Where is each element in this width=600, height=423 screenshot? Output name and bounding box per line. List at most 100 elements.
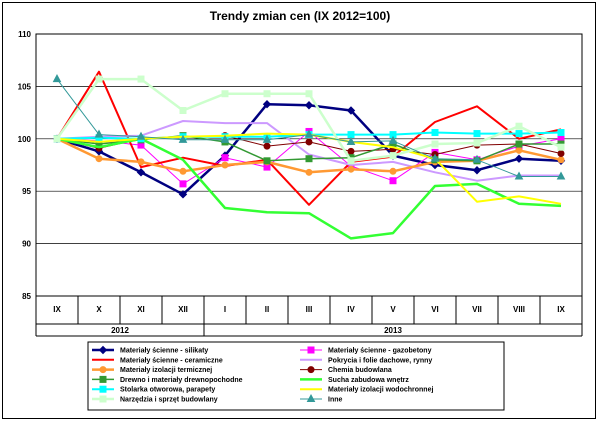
- data-point: [430, 153, 440, 162]
- y-tick-label: 85: [22, 292, 31, 301]
- series-3: [56, 70, 562, 206]
- data-point: [305, 155, 313, 163]
- data-point: [221, 90, 229, 98]
- legend-label: Materiały izolacji wodochronnej: [328, 387, 433, 394]
- chart-title: Trendy zmian cen (IX 2012=100): [210, 9, 390, 23]
- data-point: [305, 138, 313, 146]
- data-point: [389, 152, 397, 160]
- data-point: [262, 100, 272, 109]
- x-tick-label: XI: [137, 305, 145, 314]
- data-point: [472, 154, 482, 163]
- legend-label: Sucha zabudowa wnętrz: [328, 377, 409, 384]
- data-point: [557, 129, 565, 137]
- data-point: [262, 134, 272, 143]
- series-12: [52, 74, 566, 180]
- data-point: [556, 171, 566, 180]
- data-point: [515, 146, 523, 154]
- x-tick-label: IV: [347, 305, 355, 314]
- data-point: [221, 161, 229, 169]
- data-point: [388, 135, 398, 144]
- legend-swatch-marker: [307, 366, 315, 374]
- data-point: [94, 129, 104, 138]
- data-point: [305, 90, 313, 98]
- legend-swatch-marker: [99, 366, 107, 374]
- data-point: [95, 155, 103, 163]
- legend-swatch-marker: [99, 385, 107, 393]
- x-tick-label: V: [390, 305, 396, 314]
- data-point: [263, 142, 271, 150]
- data-point: [178, 134, 188, 143]
- legend-label: Stolarka otworowa, parapety: [120, 387, 215, 394]
- legend-label: Chemia budowlana: [328, 367, 392, 374]
- data-point: [304, 129, 314, 138]
- data-point: [347, 147, 355, 155]
- x-tick-label: IX: [557, 305, 565, 314]
- legend-label: Narzędzia i sprzęt budowlany: [120, 397, 218, 404]
- data-point: [179, 107, 187, 115]
- legend-item: Inne: [300, 393, 342, 404]
- x-tick-label: VIII: [513, 305, 525, 314]
- legend-label: Materiały izolacji termicznej: [120, 367, 212, 374]
- legend-item: Materiały ścienne - gazobetony: [300, 346, 432, 355]
- legend-swatch-marker: [99, 395, 107, 403]
- legend-swatch-marker: [307, 346, 315, 354]
- legend-swatch-marker: [98, 345, 108, 355]
- data-point: [515, 130, 523, 138]
- series-line: [56, 70, 562, 206]
- legend-item: Materiały ścienne - silikaty: [92, 345, 208, 355]
- y-tick-label: 110: [18, 30, 31, 39]
- data-point: [220, 134, 230, 143]
- data-point: [473, 130, 481, 138]
- x-tick-label: IX: [53, 305, 61, 314]
- data-point: [178, 190, 188, 199]
- x-tick-label: III: [306, 305, 313, 314]
- legend-item: Stolarka otworowa, parapety: [92, 385, 215, 394]
- x-tick-label: VI: [431, 305, 439, 314]
- data-point: [515, 140, 523, 148]
- legend-label: Materiały ścienne - silikaty: [120, 348, 208, 355]
- legend-label: Materiały ścienne - ceramiczne: [120, 357, 223, 364]
- data-point: [557, 156, 565, 164]
- legend-label: Inne: [328, 397, 342, 404]
- data-point: [389, 177, 397, 185]
- data-point: [557, 149, 565, 157]
- data-point: [346, 106, 356, 115]
- data-point: [263, 90, 271, 98]
- data-point: [347, 157, 355, 165]
- legend-label: Pokrycia i folie dachowe, rynny: [328, 357, 432, 364]
- legend-item: Materiały izolacji termicznej: [92, 366, 212, 374]
- legend-item: Drewno i materiały drewnopochodne: [92, 375, 243, 384]
- data-point: [221, 154, 229, 162]
- legend-item: Chemia budowlana: [300, 366, 392, 374]
- y-tick-label: 105: [18, 82, 32, 91]
- data-point: [557, 143, 565, 151]
- data-point: [514, 154, 524, 163]
- legend-swatch-marker: [99, 375, 107, 383]
- series-1: [52, 100, 566, 199]
- legend-item: Sucha zabudowa wnętrz: [300, 377, 409, 384]
- year-label: 2013: [384, 326, 402, 335]
- data-point: [137, 158, 145, 166]
- x-tick-label: II: [265, 305, 269, 314]
- data-point: [179, 167, 187, 175]
- data-point: [347, 165, 355, 173]
- data-point: [473, 139, 481, 147]
- data-point: [346, 136, 356, 145]
- legend-swatch-marker: [306, 393, 316, 402]
- legend: Materiały ścienne - silikaty Materiały śc…: [87, 341, 505, 411]
- y-tick-label: 100: [18, 135, 32, 144]
- data-point: [179, 180, 187, 188]
- data-point: [514, 171, 524, 180]
- legend-item: Materiały ścienne - ceramiczne: [92, 357, 223, 364]
- data-point: [472, 166, 482, 175]
- data-point: [136, 131, 146, 140]
- y-tick-label: 95: [22, 187, 31, 196]
- series-11: [53, 75, 565, 165]
- legend-label: Drewno i materiały drewnopochodne: [120, 377, 243, 384]
- y-tick-label: 90: [22, 240, 31, 249]
- data-point: [389, 167, 397, 175]
- data-point: [347, 131, 355, 139]
- legend-label: Materiały ścienne - gazobetony: [328, 348, 432, 355]
